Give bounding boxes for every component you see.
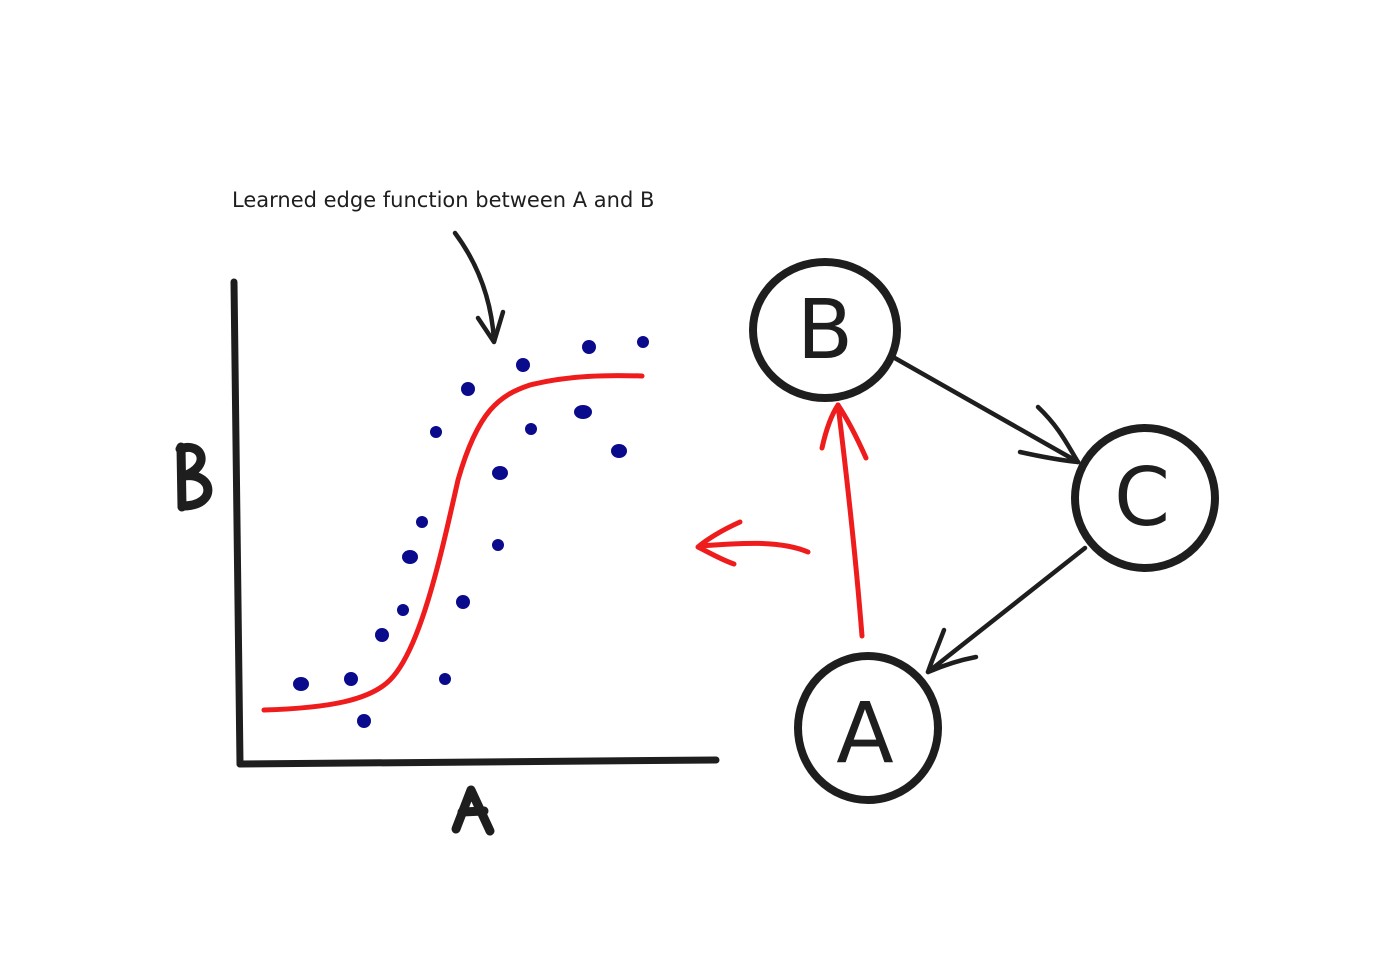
x-axis-label-glyph xyxy=(451,785,495,836)
red-pointer-arrow xyxy=(695,519,811,567)
scatter-point xyxy=(357,714,371,728)
scatter-point xyxy=(375,628,389,642)
y-axis-label-glyph xyxy=(175,442,213,512)
plot-axes xyxy=(230,278,720,768)
scatter-points xyxy=(293,336,649,728)
y-axis xyxy=(230,278,244,768)
scatter-point xyxy=(492,466,508,480)
edge-a-to-b xyxy=(819,402,869,639)
scatter-point xyxy=(461,382,475,396)
annotation-arrow xyxy=(452,230,506,345)
scatter-point xyxy=(611,444,627,458)
scatter-point xyxy=(402,550,418,564)
y-axis-label: B xyxy=(175,445,216,515)
scatter-point xyxy=(516,358,530,372)
x-axis xyxy=(236,756,720,768)
edge-b-to-c xyxy=(890,354,1081,465)
edge-c-to-a xyxy=(925,545,1088,675)
scatter-point xyxy=(574,405,592,419)
scatter-point xyxy=(456,595,470,609)
annotation-label: Learned edge function between A and B xyxy=(232,188,655,212)
scatter-point xyxy=(397,604,409,616)
scatter-point xyxy=(430,426,442,438)
scatter-point xyxy=(293,677,309,691)
scatter-point xyxy=(492,539,504,551)
node-a-label: A xyxy=(836,684,893,782)
scatter-point xyxy=(525,423,537,435)
learned-edge-curve xyxy=(261,373,645,713)
node-a: A xyxy=(794,652,942,804)
node-b: B xyxy=(749,258,901,402)
node-b-label: B xyxy=(797,283,853,378)
scatter-point xyxy=(582,340,596,354)
scatter-point xyxy=(344,672,358,686)
scatter-point xyxy=(637,336,649,348)
scatter-point xyxy=(439,673,451,685)
node-c: C xyxy=(1071,424,1219,572)
node-c-label: C xyxy=(1114,451,1170,544)
x-axis-label: A xyxy=(452,775,493,845)
scatter-point xyxy=(416,516,428,528)
